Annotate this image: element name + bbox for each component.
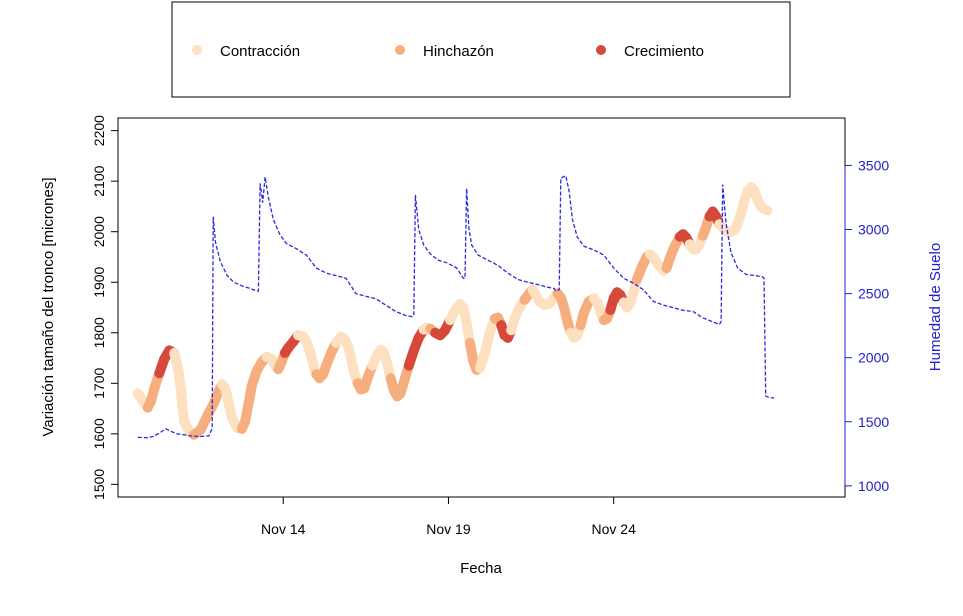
y-tick-label: 1500 bbox=[91, 469, 107, 500]
y2-tick-label: 3500 bbox=[858, 157, 889, 173]
legend-label-hinchazon: Hinchazón bbox=[423, 43, 494, 60]
series-soil-moisture bbox=[137, 174, 775, 439]
y2-tick-label: 1000 bbox=[858, 478, 889, 494]
x-tick-label: Nov 24 bbox=[592, 521, 637, 537]
soil-moisture-line bbox=[137, 174, 775, 439]
x-axis-title: Fecha bbox=[460, 560, 502, 577]
y-axis-right: 1000 1500 2000 2500 3000 3500 bbox=[844, 157, 889, 494]
legend-swatch-contraccion bbox=[192, 45, 202, 55]
y2-tick-label: 2500 bbox=[858, 286, 889, 302]
y-axis-left: 1500 1600 1700 1800 1900 2000 2100 2200 bbox=[91, 115, 118, 500]
legend-swatch-hinchazon bbox=[395, 45, 405, 55]
legend-label-crecimiento: Crecimiento bbox=[624, 43, 704, 60]
y-tick-label: 1900 bbox=[91, 266, 107, 297]
legend: Contracción Hinchazón Crecimiento bbox=[171, 1, 791, 98]
x-tick-label: Nov 19 bbox=[426, 521, 471, 537]
y2-tick-label: 1500 bbox=[858, 414, 889, 430]
y-tick-label: 1700 bbox=[91, 368, 107, 399]
series-stem bbox=[132, 182, 773, 440]
y2-tick-label: 3000 bbox=[858, 222, 889, 238]
stem-segment bbox=[759, 204, 773, 216]
legend-label-contraccion: Contracción bbox=[220, 43, 300, 60]
legend-box bbox=[171, 1, 791, 98]
y-tick-label: 2100 bbox=[91, 165, 107, 196]
y2-axis-title: Humedad de Suelo bbox=[927, 243, 944, 371]
x-tick-label: Nov 14 bbox=[261, 521, 306, 537]
y-tick-label: 1600 bbox=[91, 418, 107, 449]
y-tick-label: 1800 bbox=[91, 317, 107, 348]
legend-swatch-crecimiento bbox=[596, 45, 606, 55]
y-tick-label: 2200 bbox=[91, 115, 107, 146]
y-tick-label: 2000 bbox=[91, 216, 107, 247]
y2-tick-label: 2000 bbox=[858, 350, 889, 366]
y-axis-title: Variación tamaño del tronco [micrones] bbox=[40, 177, 57, 436]
x-axis: Nov 14 Nov 19 Nov 24 bbox=[261, 497, 636, 537]
plot-frame bbox=[117, 117, 846, 498]
